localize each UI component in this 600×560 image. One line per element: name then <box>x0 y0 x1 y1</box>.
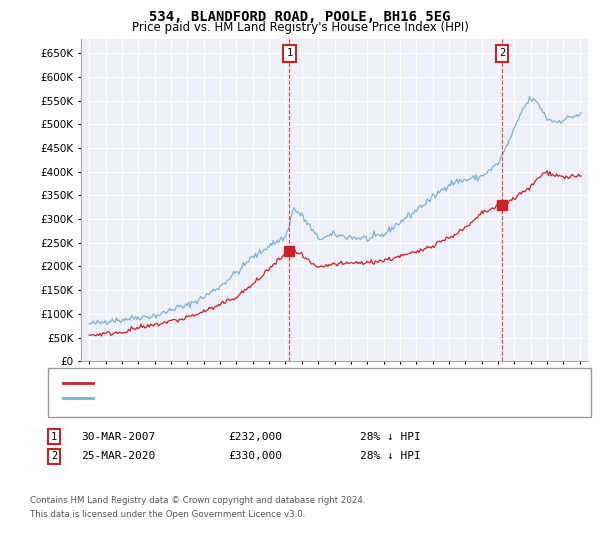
Text: 534, BLANDFORD ROAD, POOLE, BH16 5EG (detached house): 534, BLANDFORD ROAD, POOLE, BH16 5EG (de… <box>98 378 416 388</box>
Text: 25-MAR-2020: 25-MAR-2020 <box>81 451 155 461</box>
Text: £232,000: £232,000 <box>228 432 282 442</box>
Text: 2: 2 <box>499 48 505 58</box>
Text: 28% ↓ HPI: 28% ↓ HPI <box>360 432 421 442</box>
Text: 28% ↓ HPI: 28% ↓ HPI <box>360 451 421 461</box>
Text: 2: 2 <box>51 451 57 461</box>
Text: HPI: Average price, detached house, Bournemouth Christchurch and Poole: HPI: Average price, detached house, Bour… <box>98 393 518 403</box>
Text: This data is licensed under the Open Government Licence v3.0.: This data is licensed under the Open Gov… <box>30 510 305 519</box>
Text: 30-MAR-2007: 30-MAR-2007 <box>81 432 155 442</box>
Text: 1: 1 <box>286 48 292 58</box>
Text: Price paid vs. HM Land Registry's House Price Index (HPI): Price paid vs. HM Land Registry's House … <box>131 21 469 34</box>
Text: Contains HM Land Registry data © Crown copyright and database right 2024.: Contains HM Land Registry data © Crown c… <box>30 496 365 505</box>
Text: £330,000: £330,000 <box>228 451 282 461</box>
Text: 1: 1 <box>51 432 57 442</box>
Text: 534, BLANDFORD ROAD, POOLE, BH16 5EG: 534, BLANDFORD ROAD, POOLE, BH16 5EG <box>149 10 451 24</box>
